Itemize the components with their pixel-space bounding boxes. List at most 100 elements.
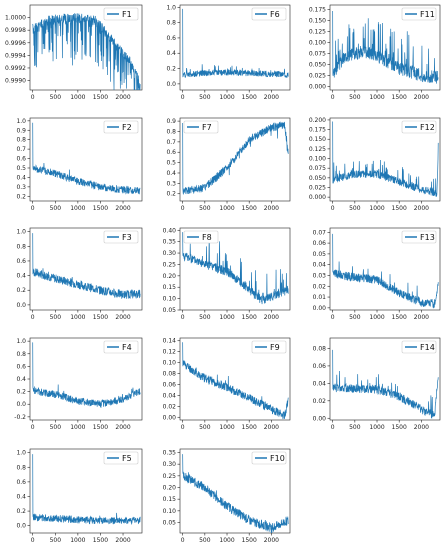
x-tick-label: 2000: [264, 94, 279, 101]
y-tick-label: 0.6: [16, 479, 26, 486]
x-tick-label: 500: [50, 537, 62, 544]
x-tick-label: 2000: [264, 537, 279, 544]
y-tick-label: 0.0: [166, 81, 176, 88]
y-tick-label: 0.9: [16, 127, 26, 134]
x-tick-label: 1500: [242, 94, 257, 101]
y-tick-label: 0.02: [313, 283, 327, 290]
x-tick-label: 0: [31, 314, 35, 321]
legend: F1: [103, 7, 139, 21]
x-tick-label: 2000: [115, 205, 130, 212]
legend-box: [251, 340, 287, 354]
y-tick-label: 0.8: [16, 243, 26, 250]
y-tick-label: 0.100: [309, 156, 326, 163]
legend: F12: [401, 120, 437, 134]
y-tick-label: 0.12: [163, 349, 177, 356]
y-tick-label: 0.05: [163, 520, 177, 527]
y-tick-label: 0.8: [16, 351, 26, 358]
subplot-f5: 0 500 1000 1500 2000 0.0 0.2 0.4 0.6 0.8 1.0 F5: [16, 448, 143, 544]
subplot-f13: 0 500 1000 1500 2000 0.00 0.01 0.02 0.03 0.04 0.05…: [313, 227, 441, 321]
x-tick-label: 500: [50, 424, 62, 431]
series-line-f8: [182, 232, 289, 305]
y-tick-label: 1.0000: [5, 15, 26, 22]
series-line-f13: [332, 233, 439, 309]
y-tick-label: 0.050: [309, 175, 326, 182]
y-tick-label: 0.2: [16, 389, 26, 396]
y-tick-label: 0.4: [16, 376, 26, 383]
y-tick-label: 0.14: [163, 338, 177, 345]
y-tick-label: 0.20: [163, 273, 177, 280]
y-tick-label: 1.0: [16, 118, 26, 125]
y-tick-label: 0.0: [16, 401, 26, 408]
axes-frame: [329, 227, 441, 311]
x-tick-label: 500: [50, 205, 62, 212]
x-tick-label: 1000: [219, 537, 234, 544]
series-line-f5: [32, 454, 141, 525]
y-tick-label: 0.150: [309, 17, 326, 24]
subplot-f10: 0 500 1000 1500 2000 0.05 0.10 0.15 0.20 0.25 0.30…: [163, 448, 291, 544]
y-tick-label: 0.7: [16, 146, 26, 153]
legend: F11: [401, 7, 437, 21]
y-tick-label: 0.20: [163, 485, 177, 492]
legend-label: F3: [122, 233, 132, 242]
legend: F10: [251, 451, 287, 465]
y-tick-label: 1.0: [16, 229, 26, 236]
legend: F6: [251, 7, 287, 21]
x-tick-label: 0: [331, 94, 335, 101]
y-tick-label: 0.08: [163, 371, 177, 378]
y-tick-label: 0.10: [163, 360, 177, 367]
y-tick-label: 0.9996: [5, 40, 26, 47]
legend-label: F11: [420, 10, 435, 19]
x-tick-label: 2000: [264, 424, 279, 431]
x-tick-label: 2000: [264, 314, 279, 321]
x-tick-label: 500: [199, 205, 211, 212]
legend-box: [401, 7, 437, 21]
x-tick-label: 500: [349, 424, 361, 431]
y-tick-label: 0.050: [309, 61, 326, 68]
x-tick-label: 2000: [115, 537, 130, 544]
y-tick-label: 0.8: [16, 137, 26, 144]
y-tick-label: 0.075: [309, 50, 326, 57]
legend-box: [251, 451, 287, 465]
y-tick-label: 0.2: [16, 193, 26, 200]
series-line-f6: [182, 8, 289, 78]
series-line-f4: [32, 342, 141, 408]
y-tick-label: 0.2: [16, 287, 26, 294]
y-tick-label: 0.8: [16, 464, 26, 471]
y-tick-label: 0.4: [166, 170, 176, 177]
y-tick-label: 0.6: [166, 149, 176, 156]
y-tick-label: 0.05: [163, 307, 177, 314]
x-tick-label: 1000: [369, 94, 384, 101]
y-tick-label: 0.8: [166, 20, 176, 27]
legend-label: F6: [270, 10, 280, 19]
y-tick-label: 0.9994: [5, 52, 26, 59]
y-tick-label: 0.00: [313, 415, 327, 422]
y-tick-label: 0.4: [16, 273, 26, 280]
legend-box: [103, 451, 139, 465]
x-tick-label: 2000: [264, 205, 279, 212]
y-tick-label: 0.6: [16, 258, 26, 265]
y-tick-label: 0.30: [163, 250, 177, 257]
x-tick-label: 2000: [414, 424, 429, 431]
series-line-f3: [32, 233, 141, 299]
subplot-f11: 0 500 1000 1500 2000 0.000 0.025 0.050 0.075 0.10…: [309, 4, 441, 101]
legend-label: F4: [122, 343, 132, 352]
y-tick-label: 0.01: [313, 294, 327, 301]
subplot-f8: 0 500 1000 1500 2000 0.05 0.10 0.15 0.20 0.25 0.30…: [163, 227, 291, 321]
y-tick-label: 0.04: [163, 392, 177, 399]
y-tick-label: 0.02: [163, 403, 177, 410]
x-tick-label: 1500: [93, 205, 108, 212]
y-tick-label: 0.000: [309, 194, 326, 201]
legend-label: F5: [122, 454, 132, 463]
x-tick-label: 1000: [369, 205, 384, 212]
legend-label: F10: [270, 454, 285, 463]
y-tick-label: 0.08: [313, 345, 327, 352]
x-tick-label: 0: [31, 205, 35, 212]
y-tick-label: 0.200: [309, 117, 326, 124]
legend: F2: [103, 120, 139, 134]
y-tick-label: 0.000: [309, 83, 326, 90]
x-tick-label: 500: [199, 314, 211, 321]
legend-box: [401, 230, 437, 244]
x-tick-label: 500: [199, 537, 211, 544]
x-tick-label: 1500: [242, 424, 257, 431]
y-tick-label: 0.9992: [5, 65, 26, 72]
